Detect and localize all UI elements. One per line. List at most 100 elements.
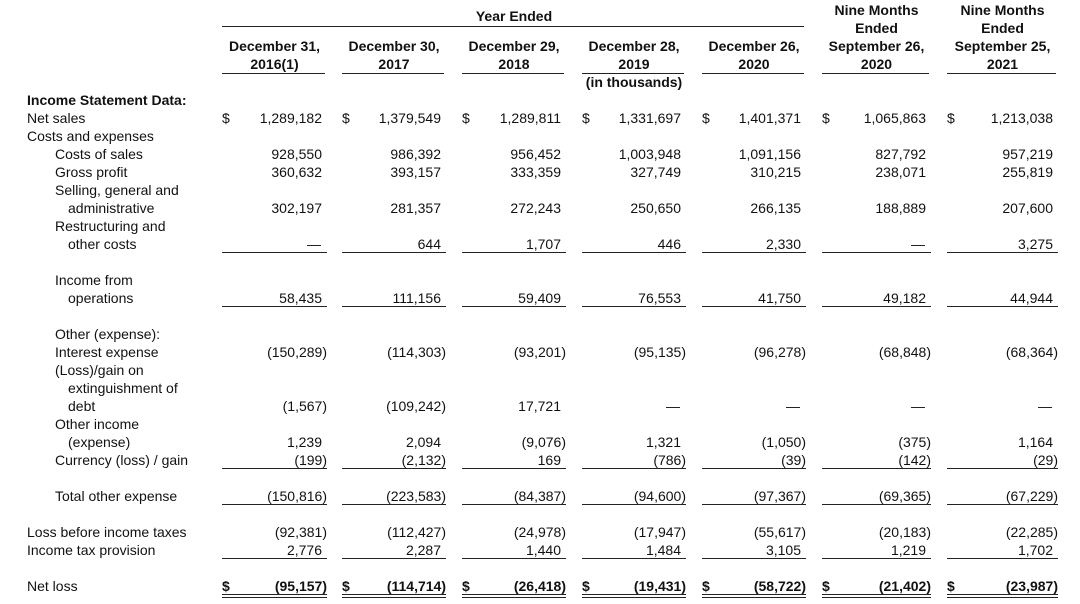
- cell-value: (150,289): [267, 344, 327, 360]
- value-rule: [342, 468, 446, 469]
- cell-value: 1,702: [1017, 542, 1053, 558]
- currency-sign: $: [822, 578, 830, 594]
- column-header: 2016(1): [250, 56, 299, 72]
- cell-value: 2,776: [286, 542, 322, 558]
- group-rule: [222, 26, 804, 27]
- header-rule: [582, 73, 684, 74]
- cell-value: (93,201): [513, 344, 566, 360]
- cell-value: (84,387): [513, 488, 566, 504]
- value-rule: [582, 468, 686, 469]
- value-rule: [462, 306, 566, 307]
- cell-value: (95,135): [633, 344, 686, 360]
- column-header: December 30,: [348, 38, 440, 54]
- row-label: Other (expense):: [55, 326, 161, 342]
- column-header: 2017: [378, 56, 410, 72]
- cell-value: 928,550: [271, 146, 322, 162]
- group-header: Year Ended: [475, 8, 553, 24]
- value-rule: [947, 504, 1058, 505]
- cell-value: 1,239: [286, 434, 322, 450]
- cell-value: 1,401,371: [738, 110, 801, 126]
- currency-sign: $: [822, 110, 830, 126]
- cell-value: (150,816): [267, 488, 327, 504]
- cell-value: (29): [1033, 452, 1058, 468]
- value-rule: [342, 306, 446, 307]
- cell-value: (142): [898, 452, 931, 468]
- cell-value: 1,219: [890, 542, 926, 558]
- cell-value: —: [307, 236, 321, 252]
- cell-value: 827,792: [875, 146, 926, 162]
- column-header: September 25,: [954, 38, 1051, 54]
- value-rule: [462, 468, 566, 469]
- row-label: Gross profit: [55, 164, 128, 180]
- cell-value: (58,722): [753, 578, 806, 594]
- cell-value: 169: [537, 452, 561, 468]
- cell-value: 1,003,948: [618, 146, 681, 162]
- cell-value: (97,367): [753, 488, 806, 504]
- row-label: Income tax provision: [27, 542, 156, 558]
- cell-value: 360,632: [271, 164, 322, 180]
- cell-value: (92,381): [274, 524, 327, 540]
- cell-value: (39): [781, 452, 806, 468]
- cell-value: 986,392: [390, 146, 441, 162]
- cell-value: 59,409: [518, 290, 561, 306]
- currency-sign: $: [342, 110, 350, 126]
- cell-value: 49,182: [883, 290, 926, 306]
- cell-value: (68,848): [878, 344, 931, 360]
- value-rule: [582, 306, 686, 307]
- cell-value: (22,285): [1005, 524, 1058, 540]
- cell-value: 1,091,156: [738, 146, 801, 162]
- value-rule: [822, 594, 931, 598]
- cell-value: 310,215: [750, 164, 801, 180]
- row-label: Selling, general and: [55, 182, 179, 198]
- row-label: Interest expense: [55, 344, 159, 360]
- cell-value: (20,183): [878, 524, 931, 540]
- column-header: December 29,: [468, 38, 560, 54]
- value-rule: [702, 558, 806, 559]
- cell-value: —: [911, 236, 925, 252]
- currency-sign: $: [947, 578, 955, 594]
- cell-value: 327,749: [630, 164, 681, 180]
- column-header: December 26,: [708, 38, 800, 54]
- cell-value: 1,289,811: [499, 110, 561, 126]
- cell-value: —: [666, 398, 680, 414]
- value-rule: [462, 504, 566, 505]
- value-rule: [947, 558, 1058, 559]
- cell-value: 956,452: [510, 146, 561, 162]
- cell-value: 302,197: [271, 200, 322, 216]
- header-rule: [822, 73, 929, 74]
- cell-value: (223,583): [386, 488, 446, 504]
- currency-sign: $: [582, 110, 590, 126]
- cell-value: (786): [653, 452, 686, 468]
- row-label: (expense): [68, 434, 131, 450]
- currency-sign: $: [947, 110, 955, 126]
- cell-value: 250,650: [630, 200, 681, 216]
- cell-value: (24,978): [513, 524, 566, 540]
- column-header: Ended: [981, 20, 1024, 36]
- column-header: September 26,: [828, 38, 925, 54]
- value-rule: [702, 468, 806, 469]
- row-label: Income Statement Data:: [27, 92, 187, 108]
- value-rule: [702, 504, 806, 505]
- cell-value: (26,418): [513, 578, 566, 594]
- value-rule: [222, 468, 327, 469]
- cell-value: 1,213,038: [990, 110, 1053, 126]
- cell-value: 238,071: [875, 164, 926, 180]
- value-rule: [462, 558, 566, 559]
- cell-value: (21,402): [878, 578, 931, 594]
- value-rule: [947, 252, 1058, 253]
- column-header: Nine Months: [960, 2, 1045, 18]
- row-label: Costs and expenses: [27, 128, 154, 144]
- currency-sign: $: [702, 110, 710, 126]
- cell-value: (199): [294, 452, 327, 468]
- row-label: Income from: [55, 272, 133, 288]
- cell-value: 2,330: [765, 236, 801, 252]
- cell-value: 446: [657, 236, 681, 252]
- row-label: debt: [68, 398, 96, 414]
- column-header: Nine Months: [834, 2, 919, 18]
- row-label: other costs: [68, 236, 137, 252]
- value-rule: [342, 252, 446, 253]
- currency-sign: $: [582, 578, 590, 594]
- cell-value: 3,105: [765, 542, 801, 558]
- cell-value: 393,157: [390, 164, 441, 180]
